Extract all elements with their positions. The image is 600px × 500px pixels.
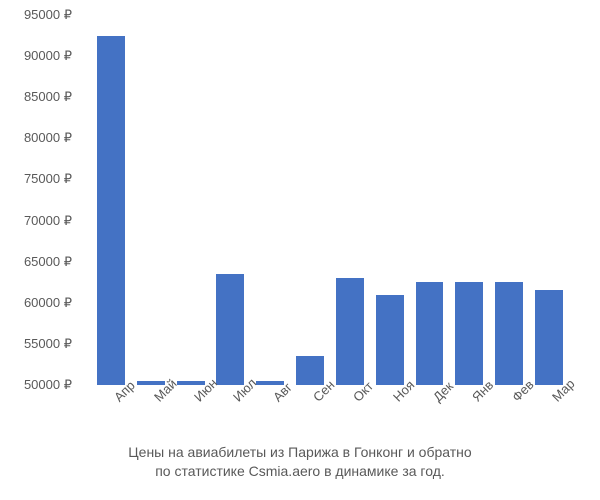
bars-group: [85, 15, 575, 385]
chart-caption: Цены на авиабилеты из Парижа в Гонконг и…: [0, 443, 600, 482]
x-tick: Май: [131, 388, 171, 438]
y-tick-label: 80000 ₽: [24, 130, 72, 146]
bar: [376, 295, 404, 385]
y-tick-label: 65000 ₽: [24, 254, 72, 270]
bar: [216, 274, 244, 385]
bar: [495, 282, 523, 385]
bar: [455, 282, 483, 385]
plot-area: [85, 15, 575, 385]
bar-slot: [91, 15, 131, 385]
bar: [336, 278, 364, 385]
bar-slot: [210, 15, 250, 385]
y-tick-label: 75000 ₽: [24, 171, 72, 187]
bar: [97, 36, 125, 385]
bar: [416, 282, 444, 385]
x-tick: Фев: [489, 388, 529, 438]
bar-slot: [489, 15, 529, 385]
bar-slot: [330, 15, 370, 385]
bar-slot: [250, 15, 290, 385]
bar-slot: [449, 15, 489, 385]
y-tick-label: 60000 ₽: [24, 295, 72, 311]
bar: [296, 356, 324, 385]
bar-slot: [171, 15, 211, 385]
y-axis: 50000 ₽55000 ₽60000 ₽65000 ₽70000 ₽75000…: [0, 15, 80, 385]
y-tick-label: 85000 ₽: [24, 89, 72, 105]
bar-slot: [370, 15, 410, 385]
y-tick-label: 70000 ₽: [24, 213, 72, 229]
bar-slot: [529, 15, 569, 385]
bar-slot: [290, 15, 330, 385]
bar-slot: [410, 15, 450, 385]
y-tick-label: 90000 ₽: [24, 48, 72, 64]
caption-line-2: по статистике Csmia.aero в динамике за г…: [0, 462, 600, 482]
x-tick: Авг: [250, 388, 290, 438]
y-tick-label: 55000 ₽: [24, 336, 72, 352]
bar: [535, 290, 563, 385]
x-tick: Июл: [210, 388, 250, 438]
x-tick: Сен: [290, 388, 330, 438]
x-tick: Янв: [449, 388, 489, 438]
x-tick: Окт: [330, 388, 370, 438]
x-tick: Мар: [529, 388, 569, 438]
x-tick: Ноя: [370, 388, 410, 438]
bar-chart: [85, 15, 575, 385]
x-tick: Июн: [171, 388, 211, 438]
y-tick-label: 50000 ₽: [24, 377, 72, 393]
x-tick: Дек: [410, 388, 450, 438]
caption-line-1: Цены на авиабилеты из Парижа в Гонконг и…: [0, 443, 600, 463]
x-tick: Апр: [91, 388, 131, 438]
bar-slot: [131, 15, 171, 385]
y-tick-label: 95000 ₽: [24, 7, 72, 23]
x-axis: АпрМайИюнИюлАвгСенОктНояДекЯнвФевМар: [85, 388, 575, 438]
